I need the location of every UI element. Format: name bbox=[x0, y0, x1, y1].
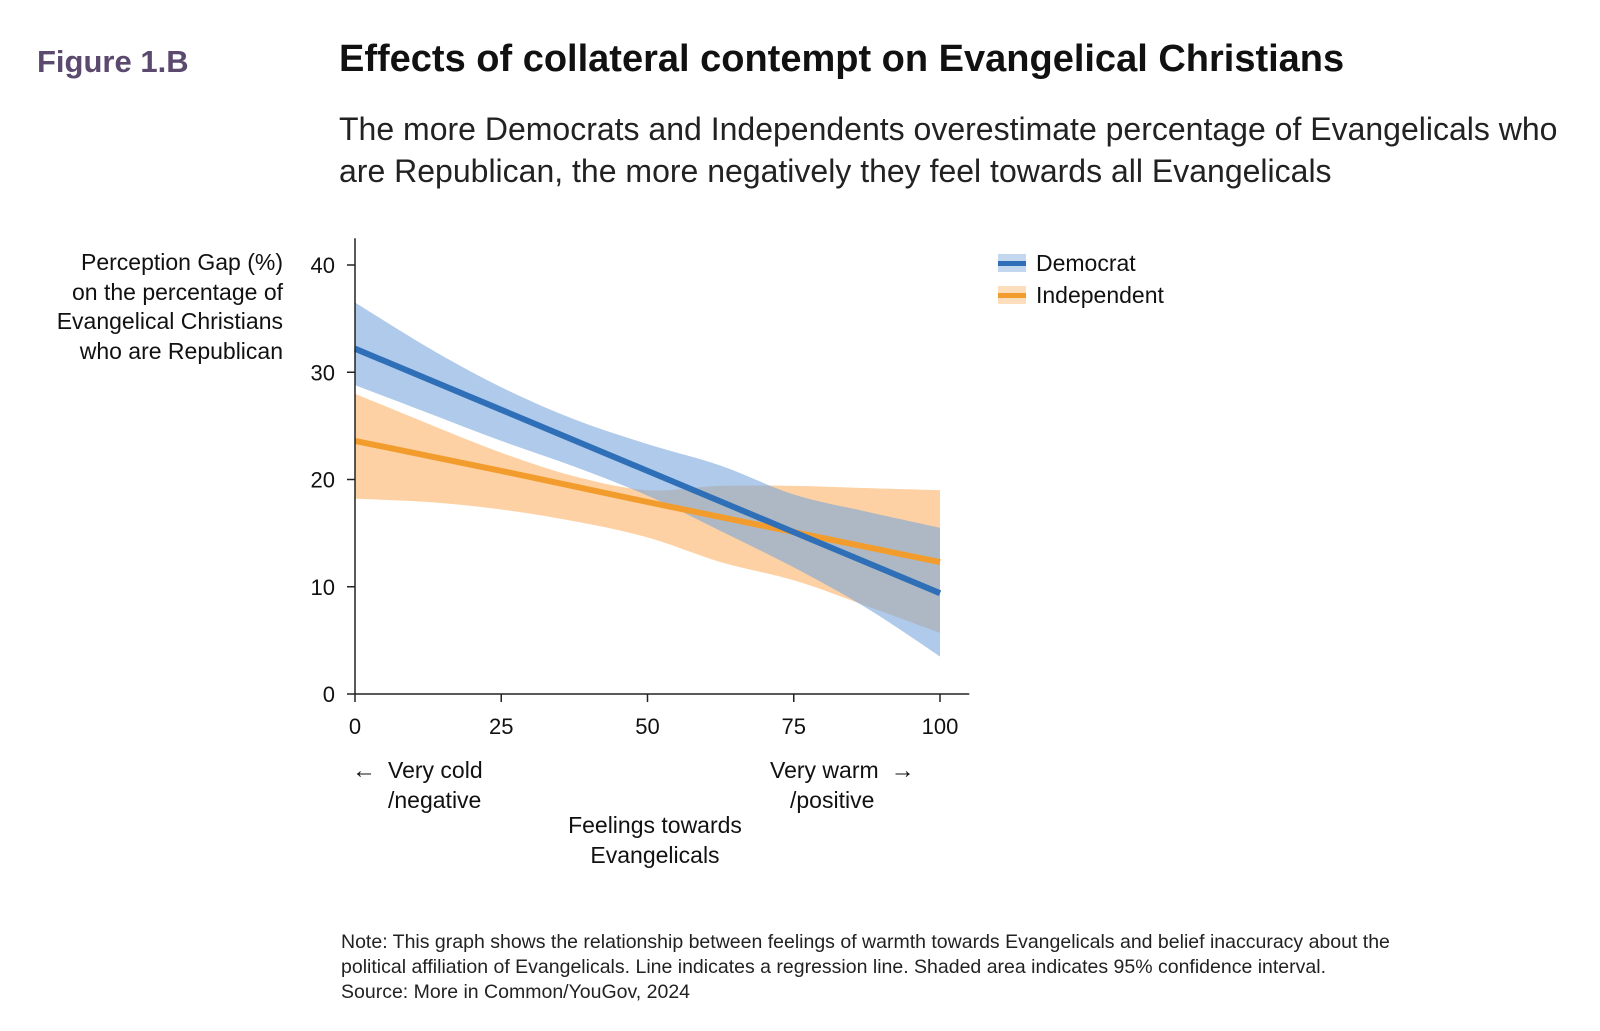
y-tick-label: 10 bbox=[311, 575, 335, 600]
confidence-band-independent bbox=[355, 393, 940, 633]
regression-line-democrat bbox=[353, 345, 942, 596]
footnote: Note: This graph shows the relationship … bbox=[341, 930, 1581, 1005]
y-axis-label-line: Perception Gap (%) bbox=[81, 249, 283, 275]
y-axis-label-line: who are Republican bbox=[79, 337, 283, 364]
y-axis-label: Perception Gap (%) on the percentage of … bbox=[0, 248, 283, 366]
legend-item-independent: Independent bbox=[998, 279, 1164, 311]
right-arrow-icon: → bbox=[890, 757, 915, 784]
x-tick-label: 25 bbox=[489, 714, 513, 739]
x-axis-label: Feelings towards Evangelicals bbox=[530, 811, 780, 870]
y-axis-label-line: Evangelical Christians bbox=[56, 308, 283, 334]
y-tick-label: 20 bbox=[311, 468, 335, 493]
y-tick-label: 40 bbox=[311, 253, 335, 278]
x-end-label-right-line: Very warm bbox=[770, 757, 879, 783]
legend-swatch-democrat bbox=[998, 254, 1026, 272]
figure-label: Figure 1.B bbox=[37, 44, 189, 79]
legend-label-independent: Independent bbox=[1036, 281, 1164, 308]
chart-subtitle: The more Democrats and Independents over… bbox=[339, 111, 1558, 189]
x-tick-label: 75 bbox=[782, 714, 806, 739]
legend-swatch-independent bbox=[998, 286, 1026, 304]
x-tick-label: 0 bbox=[349, 714, 361, 739]
legend-line-independent bbox=[998, 293, 1026, 298]
note-line: Note: This graph shows the relationship … bbox=[341, 931, 1390, 953]
x-tick-label: 50 bbox=[635, 714, 659, 739]
x-axis-label-line: Evangelicals bbox=[590, 841, 720, 868]
legend-line-democrat bbox=[998, 261, 1026, 266]
source-line: Source: More in Common/YouGov, 2024 bbox=[341, 981, 691, 1003]
regression-line-independent bbox=[354, 437, 941, 566]
x-end-label-left-line: /negative bbox=[388, 786, 482, 813]
legend-item-democrat: Democrat bbox=[998, 247, 1164, 279]
x-tick-label: 100 bbox=[922, 714, 959, 739]
confidence-band-democrat bbox=[355, 302, 940, 657]
x-end-label-left-line: Very cold bbox=[388, 757, 483, 783]
legend: Democrat Independent bbox=[998, 247, 1164, 311]
y-axis-label-line: on the percentage of bbox=[72, 278, 283, 305]
note-line: political affiliation of Evangelicals. L… bbox=[341, 956, 1326, 978]
y-tick-label: 0 bbox=[323, 682, 335, 707]
y-tick-label: 30 bbox=[311, 360, 335, 385]
chart-title: Effects of collateral contempt on Evange… bbox=[339, 38, 1345, 80]
left-arrow-icon: ← bbox=[352, 757, 376, 784]
legend-label-democrat: Democrat bbox=[1036, 249, 1136, 276]
x-end-label-right-line: /positive bbox=[790, 786, 875, 813]
x-axis-label-line: Feelings towards bbox=[568, 812, 742, 838]
x-end-label-left: ← Very cold /negative bbox=[352, 756, 483, 815]
x-end-label-right: Very warm → /positive bbox=[770, 756, 960, 815]
